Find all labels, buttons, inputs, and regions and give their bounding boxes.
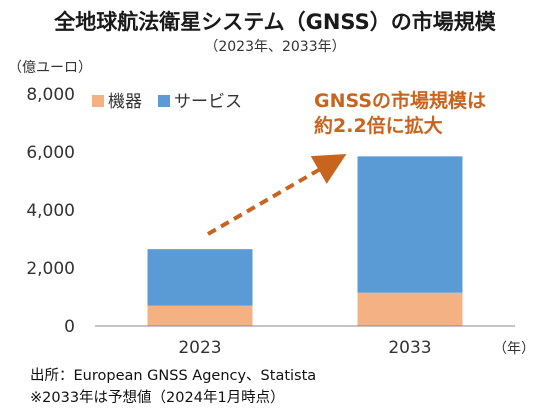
y-tick-label: 8,000 (26, 85, 75, 105)
forecast-note: ※2033年は予想値（2024年1月時点） (30, 390, 285, 406)
x-axis-unit: （年） (493, 341, 535, 357)
x-tick-label: 2033 (388, 338, 431, 358)
y-tick-label: 0 (64, 317, 75, 337)
annotation-line: 約2.2倍に拡大 (314, 114, 443, 137)
bar-segment (147, 305, 253, 326)
legend-label: 機器 (108, 92, 142, 112)
annotation-line: GNSSの市場規模は (314, 89, 486, 112)
bar-segment (357, 156, 463, 293)
bars-group (147, 156, 463, 326)
bar-segment (357, 292, 463, 326)
legend-swatch (158, 95, 170, 107)
y-tick-label: 6,000 (26, 143, 75, 163)
y-tick-label: 2,000 (26, 259, 75, 279)
source-note: 出所：European GNSS Agency、Statista (30, 368, 317, 384)
legend-label: サービス (174, 92, 242, 112)
bar-segment (147, 249, 253, 306)
y-axis-ticks: 0 2,000 4,000 6,000 8,000 (26, 85, 75, 337)
chart-subtitle: （2023年、2033年） (204, 39, 346, 55)
trend-arrow (206, 153, 347, 236)
legend-swatch (92, 95, 104, 107)
x-axis-ticks: 2023 2033 (178, 338, 431, 358)
y-axis-unit: （億ユーロ） (8, 60, 92, 76)
legend: 機器 サービス (92, 92, 242, 112)
chart-title: 全地球航法衛星システム（GNSS）の市場規模 (54, 10, 496, 34)
y-tick-label: 4,000 (26, 201, 75, 221)
x-tick-label: 2023 (178, 338, 221, 358)
